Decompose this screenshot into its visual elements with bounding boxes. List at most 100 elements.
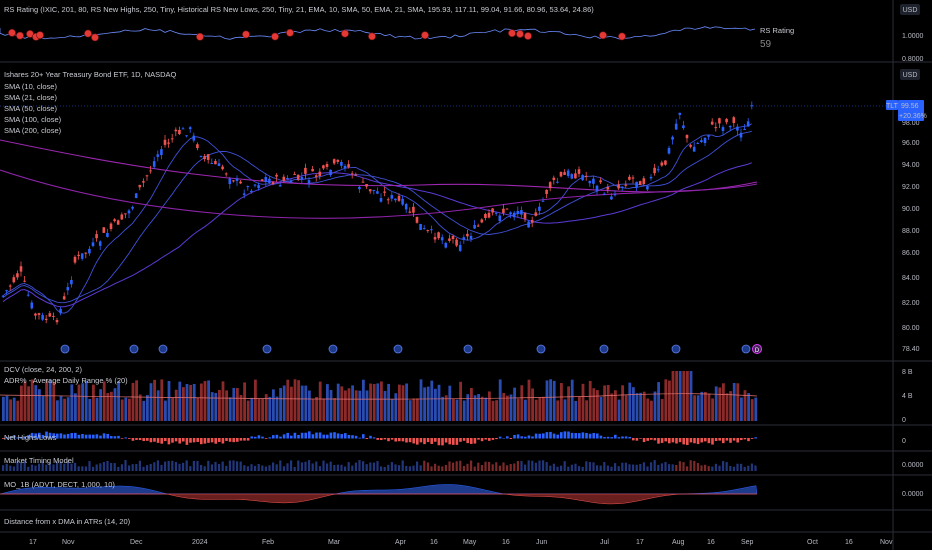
candle-body	[59, 309, 62, 314]
distance-pane[interactable]: Distance from x DMA in ATRs (14, 20)	[4, 517, 131, 526]
rs-rating-pane[interactable]: RS Rating (IXIC, 201, 80, RS New Highs, …	[0, 5, 794, 50]
rs-dots	[8, 28, 626, 42]
candle-body	[214, 160, 217, 165]
mo-pane[interactable]: MO_1B (ADVT, DECT, 1,000, 10) 0.0000	[0, 480, 924, 505]
rs-new-low-dot	[618, 32, 626, 41]
rs-new-low-dot	[524, 32, 532, 40]
market-timing-bar	[480, 465, 483, 471]
market-timing-bar	[376, 461, 379, 471]
candle-body	[113, 219, 116, 222]
price-axis[interactable]: USD 98.00 96.00 94.00 92.00 90.00 88.00 …	[886, 69, 927, 353]
net-highs-lows-bar	[84, 434, 88, 439]
distance-legend: Distance from x DMA in ATRs (14, 20)	[4, 517, 131, 526]
net-highs-lows-bar	[747, 438, 750, 442]
market-timing-bar	[592, 462, 595, 471]
market-timing-bar	[635, 464, 638, 471]
event-markers[interactable]: D	[60, 344, 762, 355]
volume-bar	[408, 400, 412, 421]
net-highs-lows-bar	[534, 433, 538, 439]
market-timing-bar	[725, 462, 728, 471]
net-highs-lows-bar	[599, 435, 603, 439]
volume-bar	[502, 392, 506, 421]
volume-bar	[614, 390, 617, 421]
net-highs-lows-bar	[56, 433, 59, 439]
market-timing-bar	[668, 464, 671, 471]
volume-bar	[336, 383, 340, 421]
market-timing-bar	[430, 466, 433, 471]
candle-body	[707, 135, 710, 137]
time-tick: May	[463, 539, 477, 546]
candle-body	[304, 167, 307, 174]
currency-button[interactable]	[900, 69, 920, 80]
volume-bar	[459, 381, 462, 421]
candle-body	[354, 174, 358, 176]
volume-bar	[617, 399, 621, 421]
candle-body	[278, 185, 282, 187]
candle-body	[37, 313, 41, 315]
market-timing-bar	[610, 466, 613, 471]
candle-body	[250, 190, 253, 193]
candle-body	[232, 180, 235, 182]
net-highs-lows-bar	[311, 434, 315, 439]
volume-bar	[344, 390, 347, 421]
market-timing-bar	[732, 466, 735, 471]
market-timing-pane[interactable]: Market Timing Model 0.0000	[2, 456, 924, 471]
market-timing-bar	[621, 462, 624, 471]
volume-bar	[92, 384, 95, 421]
main-price-pane[interactable]: Ishares 20+ Year Treasury Bond ETF, 1D, …	[0, 70, 893, 354]
net-highs-lows-bar	[293, 432, 297, 439]
candle-body	[570, 174, 574, 179]
volume-bar	[106, 392, 110, 421]
volume-bar	[120, 399, 124, 421]
candle-body	[264, 176, 268, 183]
market-timing-bar	[574, 463, 577, 471]
net-highs-lows-bar	[261, 436, 264, 439]
rs-new-low-dot	[341, 29, 349, 38]
time-axis[interactable]: 17 Nov Dec 2024 Feb Mar Apr 16 May 16 Ju…	[29, 539, 893, 546]
candle-body	[174, 129, 178, 132]
volume-bar	[599, 396, 603, 421]
net-highs-lows-bar	[30, 432, 34, 439]
volume-bar	[293, 379, 297, 421]
volume-bar	[347, 388, 351, 421]
currency-button[interactable]	[900, 4, 920, 15]
net-highs-lows-bar	[473, 438, 477, 444]
net-highs-lows-bar	[675, 438, 678, 444]
candle-body	[314, 175, 318, 177]
net-highs-lows-bar	[678, 438, 682, 443]
candle-body	[512, 212, 516, 218]
price-tick: 78.40	[902, 346, 920, 353]
market-timing-bar	[383, 466, 386, 471]
candle-body	[732, 117, 736, 124]
last-price-label	[898, 100, 924, 121]
net-highs-lows-bar	[563, 431, 567, 439]
market-timing-bar	[585, 461, 588, 471]
net-highs-lows-pane[interactable]: Net Highs/Lows 0	[2, 431, 906, 446]
net-highs-lows-bar	[77, 434, 81, 439]
volume-pane[interactable]: DCV (close, 24, 200, 2) ADR% - Average D…	[0, 365, 913, 424]
rs-rating-value: 59	[760, 39, 772, 50]
volume-bar	[200, 383, 203, 421]
market-timing-bar	[52, 464, 55, 471]
candle-body	[404, 204, 408, 210]
net-highs-lows-bar	[74, 432, 77, 439]
volume-bar	[135, 380, 138, 421]
market-timing-bar	[308, 460, 311, 471]
candle-body	[246, 186, 250, 188]
volume-bar	[732, 382, 736, 421]
candle-body	[307, 180, 311, 184]
candle-body	[548, 182, 552, 189]
candle-body	[433, 237, 437, 240]
market-timing-bar	[441, 466, 444, 471]
candle-body	[527, 221, 530, 228]
candle-body	[361, 181, 365, 183]
net-highs-lows-bar	[214, 438, 217, 444]
volume-bar	[56, 400, 59, 421]
moving-average-lines	[0, 123, 758, 314]
volume-bar	[635, 393, 639, 421]
volume-bar	[639, 392, 642, 421]
net-highs-lows-bar	[488, 438, 491, 441]
net-highs-lows-bar	[318, 432, 322, 439]
volume-bar	[470, 387, 473, 421]
